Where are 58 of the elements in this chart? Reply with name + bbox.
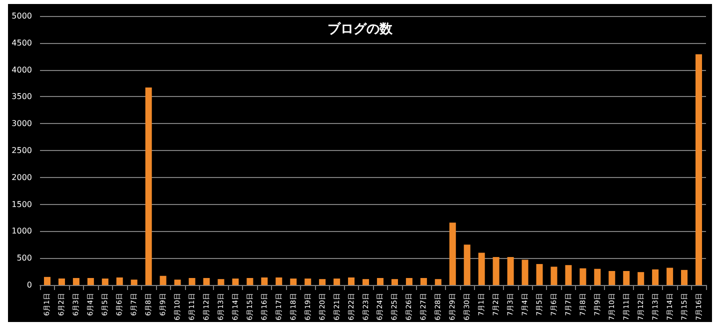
bar xyxy=(276,277,282,285)
bar xyxy=(623,271,630,285)
bar xyxy=(565,265,572,285)
bar xyxy=(348,277,355,285)
y-tick-label: 1500 xyxy=(12,200,32,209)
bar xyxy=(319,279,326,285)
bar xyxy=(246,278,254,285)
bar xyxy=(44,276,50,285)
bar xyxy=(72,278,80,285)
y-tick-label: 3500 xyxy=(12,92,32,102)
bar xyxy=(391,279,398,285)
bar xyxy=(522,260,528,285)
bar xyxy=(652,269,659,285)
y-tick-label: 3000 xyxy=(12,119,32,128)
bar xyxy=(304,278,312,285)
bar xyxy=(232,278,239,285)
y-tick-label: 1000 xyxy=(12,226,32,236)
bar xyxy=(362,279,370,285)
bar xyxy=(203,278,210,285)
bar xyxy=(334,278,340,285)
y-tick-label: 5000 xyxy=(12,12,32,20)
bar xyxy=(406,278,412,285)
text: ブログの数 xyxy=(328,21,394,37)
bar xyxy=(174,280,181,285)
bar xyxy=(376,278,384,285)
bar xyxy=(666,268,674,285)
bar xyxy=(160,276,166,285)
y-tick-label: 500 xyxy=(16,254,32,263)
bar xyxy=(449,222,456,285)
y-tick-label: 2500 xyxy=(12,146,32,155)
bar xyxy=(580,268,586,285)
bar xyxy=(87,278,94,285)
bar xyxy=(188,278,196,285)
bar xyxy=(145,88,152,285)
bar xyxy=(218,279,224,285)
bar xyxy=(550,266,558,285)
bar xyxy=(261,277,268,285)
bar xyxy=(594,268,601,285)
bar xyxy=(102,278,108,285)
bar xyxy=(290,278,297,285)
bar xyxy=(58,278,65,285)
bar xyxy=(478,252,485,285)
bar xyxy=(638,272,644,285)
y-tick-label: 2000 xyxy=(12,172,32,182)
y-tick-label: 4500 xyxy=(12,38,32,48)
bar xyxy=(116,277,123,285)
bar xyxy=(536,264,543,285)
y-tick-label: 0 xyxy=(26,280,32,290)
bar xyxy=(608,271,616,285)
bar xyxy=(420,278,427,285)
y-tick-label: 4000 xyxy=(12,65,32,74)
bar xyxy=(464,244,470,285)
bar xyxy=(507,257,514,285)
bar xyxy=(696,54,702,285)
bar xyxy=(434,279,442,285)
bar xyxy=(492,257,500,285)
bar xyxy=(130,280,138,285)
bar xyxy=(681,270,688,285)
